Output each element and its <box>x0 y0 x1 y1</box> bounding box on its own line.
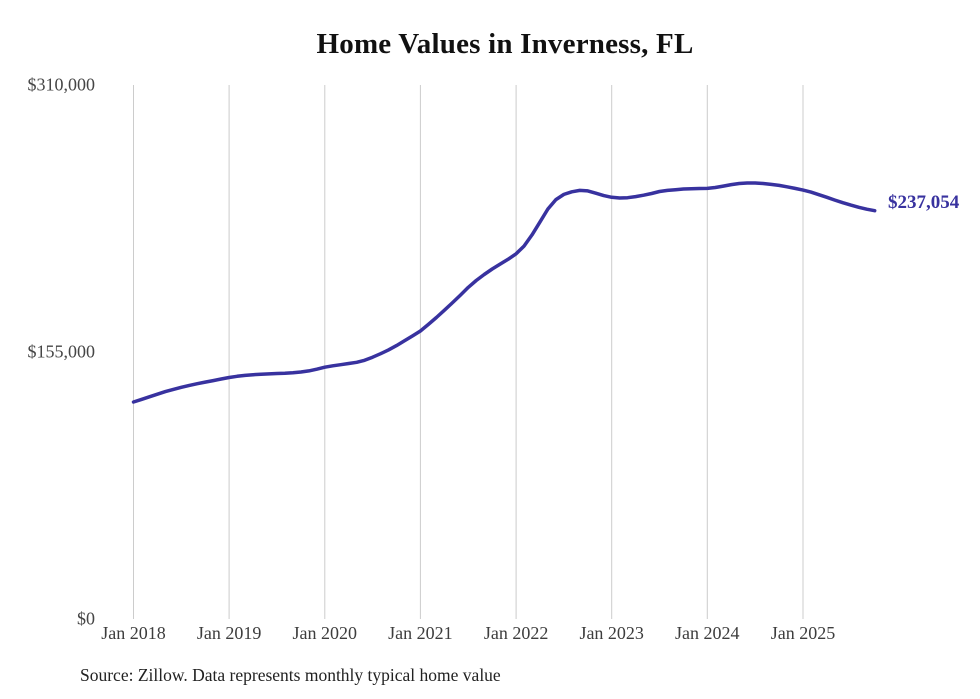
latest-value-label: $237,054 <box>888 192 960 213</box>
y-axis-tick: $155,000 <box>27 341 96 362</box>
x-axis-tick: Jan 2021 <box>388 623 453 643</box>
x-axis-tick: Jan 2024 <box>675 623 740 643</box>
home-value-line <box>131 181 877 404</box>
y-axis-tick: $310,000 <box>27 74 96 95</box>
x-axis-tick: Jan 2025 <box>770 623 836 643</box>
x-axis-tick: Jan 2022 <box>483 623 549 643</box>
vertical-gridlines <box>133 85 804 619</box>
x-axis-tick: Jan 2023 <box>579 623 644 643</box>
y-axis-tick: $0 <box>77 608 95 629</box>
x-axis-tick: Jan 2018 <box>101 623 166 643</box>
source-note: Source: Zillow. Data represents monthly … <box>80 665 501 685</box>
chart-title: Home Values in Inverness, FL <box>316 28 694 60</box>
x-axis-tick: Jan 2019 <box>196 623 262 643</box>
x-axis-tick: Jan 2020 <box>292 623 358 643</box>
